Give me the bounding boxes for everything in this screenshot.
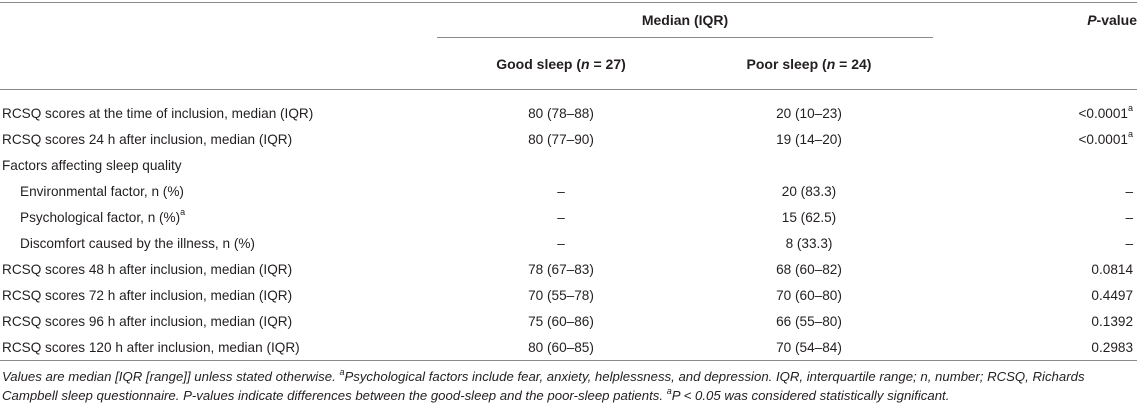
footnote-part-2: Psychological factors include fear, anxi… [2,369,1085,403]
p-value: 0.2983 [1091,339,1133,355]
pvalue-header-italic: P [1087,12,1097,29]
p-value: <0.0001a [933,90,1137,127]
p-value-footnote-mark: a [1127,128,1133,139]
pvalue-header: P-value [933,3,1137,38]
poor-sleep-value: 70 (54–84) [776,339,842,355]
table-row: Psychological factor, n (%)a – 15 (62.5)… [0,204,1137,230]
poor-sleep-value: 8 (33.3) [785,235,833,251]
header-row-1: Median (IQR) P-value [0,2,1137,38]
row-label: Environmental factor, n (%) [0,178,437,204]
poor-sleep-value: 19 (14–20) [776,131,842,147]
row-label: RCSQ scores 24 h after inclusion, median… [0,126,437,152]
row-label-text: Psychological factor, n (%) [20,209,181,225]
row-label: Factors affecting sleep quality [0,152,437,178]
poor-sleep-value: 66 (55–80) [776,313,842,329]
good-sleep-value: 80 (60–85) [528,339,594,355]
good-sleep-value: 78 (67–83) [528,261,594,277]
poor-sleep-value: 20 (83.3) [781,183,837,199]
good-sleep-suffix: = 27) [589,55,626,72]
p-value: – [1125,235,1133,251]
row-label-text: Factors affecting sleep quality [2,157,182,173]
table-row: RCSQ scores 72 h after inclusion, median… [0,282,1137,308]
good-sleep-value: – [557,209,565,225]
footnote-part-3: P < 0.05 was considered statistically si… [671,388,950,403]
row-label-text: RCSQ scores 72 h after inclusion, median… [2,287,293,303]
row-label-text: RCSQ scores at the time of inclusion, me… [2,105,314,121]
table-row: RCSQ scores 48 h after inclusion, median… [0,256,1137,282]
table-row: RCSQ scores 96 h after inclusion, median… [0,308,1137,334]
poor-sleep-value [685,152,933,178]
good-sleep-value: 75 (60–86) [528,313,594,329]
footnote-part-1: Values are median [IQR [range]] unless s… [2,369,340,384]
p-value: 0.4497 [1091,287,1133,303]
table-row: RCSQ scores 120 h after inclusion, media… [0,334,1137,361]
row-label: RCSQ scores 96 h after inclusion, median… [0,308,437,334]
poor-sleep-value: 68 (60–82) [776,261,842,277]
p-value: 0.0814 [1091,261,1133,277]
row-label-text: RCSQ scores 120 h after inclusion, media… [2,339,300,355]
median-iqr-header: Median (IQR) [437,2,933,38]
poor-sleep-value: 70 (60–80) [776,287,842,303]
p-value-text: <0.0001 [1078,131,1128,147]
label-footnote-mark: a [180,206,186,217]
row-label: RCSQ scores at the time of inclusion, me… [0,90,437,127]
poor-sleep-header: Poor sleep (n = 24) [685,38,933,90]
table-row: Discomfort caused by the illness, n (%) … [0,230,1137,256]
row-label-text: RCSQ scores 48 h after inclusion, median… [2,261,293,277]
good-sleep-value: – [557,235,565,251]
row-label: Psychological factor, n (%)a [0,204,437,230]
header-row-2: Good sleep (n = 27) Poor sleep (n = 24) [0,38,1137,90]
good-sleep-value [437,152,685,178]
poor-sleep-value: 20 (10–23) [776,105,842,121]
good-sleep-value: 80 (78–88) [528,105,594,121]
header-empty-cell [0,3,437,38]
table-row: Factors affecting sleep quality [0,152,1137,178]
p-value [933,152,1137,178]
p-value: – [1125,209,1133,225]
p-value-text: <0.0001 [1078,105,1128,121]
poor-sleep-suffix: = 24) [835,55,872,72]
p-value: 0.1392 [1091,313,1133,329]
pvalue-header-rest: -value [1096,12,1137,29]
table-row: RCSQ scores 24 h after inclusion, median… [0,126,1137,152]
good-sleep-value: 80 (77–90) [528,131,594,147]
table-footnote: Values are median [IQR [range]] unless s… [2,367,1132,405]
header-empty-cell [0,38,437,90]
poor-sleep-n: n [826,55,836,72]
poor-sleep-prefix: Poor sleep ( [746,55,827,72]
good-sleep-prefix: Good sleep ( [496,55,582,72]
footnote-mark-2: a [666,385,672,396]
row-label: RCSQ scores 120 h after inclusion, media… [0,334,437,361]
footnote-mark-1: a [339,366,345,377]
row-label: RCSQ scores 48 h after inclusion, median… [0,256,437,282]
p-value: <0.0001a [933,126,1137,152]
row-label: Discomfort caused by the illness, n (%) [0,230,437,256]
row-label-text: RCSQ scores 96 h after inclusion, median… [2,313,293,329]
p-value-footnote-mark: a [1127,102,1133,113]
good-sleep-header: Good sleep (n = 27) [437,38,685,90]
good-sleep-n: n [581,55,590,72]
poor-sleep-value: 15 (62.5) [781,209,837,225]
header-empty-cell [933,38,1137,90]
good-sleep-value: 70 (55–78) [528,287,594,303]
row-label-text: RCSQ scores 24 h after inclusion, median… [2,131,293,147]
table-row: Environmental factor, n (%) – 20 (83.3) … [0,178,1137,204]
good-sleep-value: – [557,183,565,199]
table-row: RCSQ scores at the time of inclusion, me… [0,90,1137,127]
row-label: RCSQ scores 72 h after inclusion, median… [0,282,437,308]
row-label-text: Discomfort caused by the illness, n (%) [20,235,255,251]
results-table: Median (IQR) P-value Good sleep (n = 27)… [0,2,1137,361]
row-label-text: Environmental factor, n (%) [20,183,184,199]
p-value: – [1125,183,1133,199]
